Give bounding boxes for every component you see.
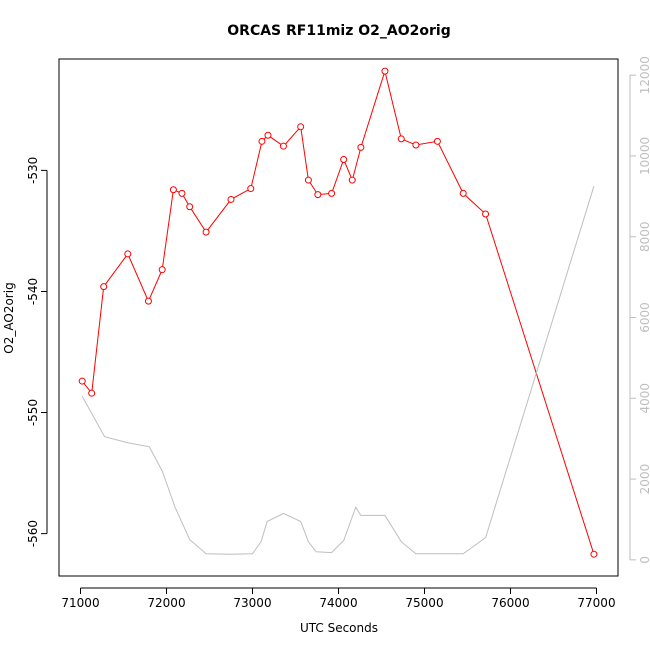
y2-tick-label: 12000 xyxy=(638,56,650,94)
data-point xyxy=(144,297,152,305)
x-axis-label: UTC Seconds xyxy=(300,621,378,635)
x-tick-label: 76000 xyxy=(491,596,529,610)
y-tick-label: -550 xyxy=(26,399,40,426)
y-tick-label: -560 xyxy=(26,520,40,547)
y2-tick-label: 6000 xyxy=(638,302,650,333)
data-point xyxy=(304,176,312,184)
data-point xyxy=(202,228,210,236)
data-point xyxy=(88,389,96,397)
y2-tick-label: 10000 xyxy=(638,137,650,175)
y2-tick-label: 4000 xyxy=(638,383,650,414)
data-point xyxy=(328,189,336,197)
data-point xyxy=(279,142,287,150)
y2-tick-label: 2000 xyxy=(638,464,650,495)
data-point xyxy=(186,203,194,211)
x-tick-label: 72000 xyxy=(147,596,185,610)
data-point xyxy=(78,377,86,385)
data-point xyxy=(433,137,441,145)
series-line-left xyxy=(81,69,595,555)
data-point xyxy=(264,131,272,139)
y-axis-label: O2_AO2orig xyxy=(2,282,16,353)
x-tick-label: 71000 xyxy=(61,596,99,610)
data-point xyxy=(227,195,235,203)
series-line-right xyxy=(81,186,595,555)
data-point xyxy=(340,155,348,163)
data-point xyxy=(397,135,405,143)
x-tick-label: 77000 xyxy=(577,596,615,610)
data-point xyxy=(158,266,166,274)
data-point xyxy=(459,189,467,197)
data-point xyxy=(381,67,389,75)
data-point xyxy=(348,176,356,184)
data-point xyxy=(258,137,266,145)
x-tick-label: 75000 xyxy=(405,596,443,610)
y2-tick-label: 0 xyxy=(638,556,650,564)
data-point xyxy=(124,250,132,258)
data-point xyxy=(178,189,186,197)
y-tick-label: -530 xyxy=(26,157,40,184)
data-point xyxy=(169,186,177,194)
plot-frame xyxy=(58,58,619,577)
data-point xyxy=(590,550,598,558)
data-point xyxy=(100,283,108,291)
data-point xyxy=(482,210,490,218)
x-tick-label: 73000 xyxy=(233,596,271,610)
data-point xyxy=(412,141,420,149)
data-point xyxy=(297,123,305,131)
data-point xyxy=(247,185,255,193)
x-tick-label: 74000 xyxy=(319,596,357,610)
chart-title: ORCAS RF11miz O2_AO2orig xyxy=(227,23,450,39)
y-tick-label: -540 xyxy=(26,278,40,305)
data-point xyxy=(357,143,365,151)
y2-tick-label: 8000 xyxy=(638,221,650,252)
data-point xyxy=(314,191,322,199)
series-layer xyxy=(78,67,598,558)
axes: 71000 72000 73000 74000 75000 76000 77000 -530 -… xyxy=(26,56,650,610)
